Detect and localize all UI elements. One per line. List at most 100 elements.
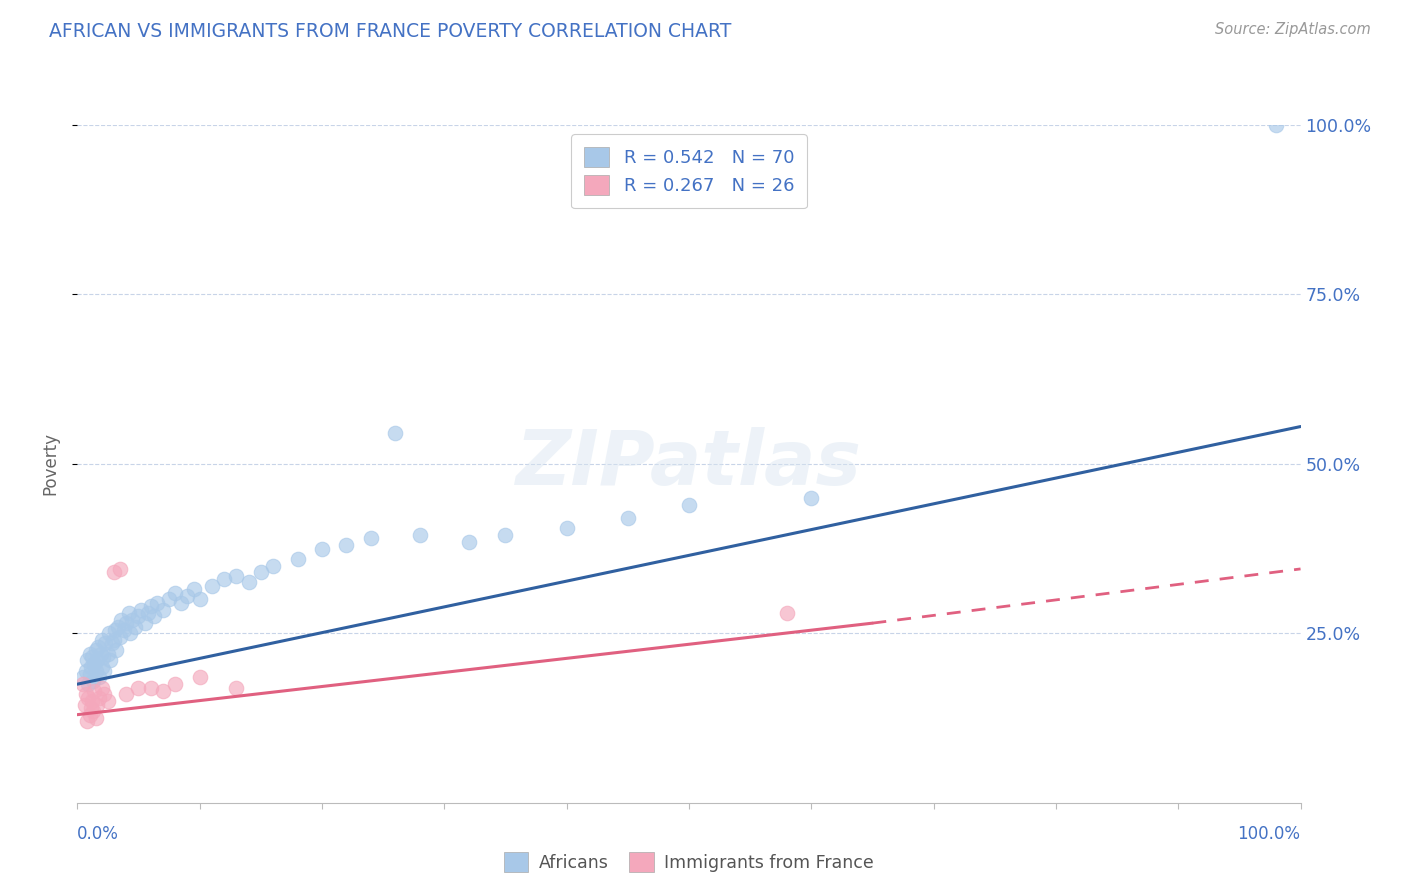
- Point: [287, 551, 309, 566]
- Point: [87, 640, 110, 654]
- Point: [157, 592, 180, 607]
- Point: [176, 589, 198, 603]
- Point: [97, 647, 120, 661]
- Point: [225, 568, 247, 582]
- Point: [72, 677, 94, 691]
- Point: [311, 541, 333, 556]
- Point: [108, 630, 131, 644]
- Point: [335, 538, 357, 552]
- Point: [201, 579, 224, 593]
- Point: [98, 653, 121, 667]
- Point: [238, 575, 260, 590]
- Point: [115, 616, 138, 631]
- Point: [457, 534, 479, 549]
- Point: [79, 707, 101, 722]
- Point: [165, 585, 187, 599]
- Point: [75, 687, 97, 701]
- Point: [1265, 118, 1288, 132]
- Point: [112, 623, 135, 637]
- Point: [124, 619, 146, 633]
- Point: [84, 711, 107, 725]
- Point: [121, 613, 143, 627]
- Point: [72, 670, 94, 684]
- Point: [91, 650, 114, 665]
- Point: [225, 681, 247, 695]
- Point: [146, 596, 169, 610]
- Point: [90, 660, 112, 674]
- Point: [82, 704, 104, 718]
- Point: [555, 521, 578, 535]
- Point: [82, 673, 104, 688]
- Point: [93, 664, 115, 678]
- Point: [98, 626, 121, 640]
- Point: [84, 643, 107, 657]
- Legend: Africans, Immigrants from France: Africans, Immigrants from France: [498, 845, 880, 879]
- Point: [108, 562, 131, 576]
- Y-axis label: Poverty: Poverty: [41, 433, 59, 495]
- Point: [77, 690, 100, 705]
- Point: [86, 653, 108, 667]
- Point: [250, 566, 273, 580]
- Point: [617, 511, 640, 525]
- Point: [139, 599, 162, 614]
- Text: AFRICAN VS IMMIGRANTS FROM FRANCE POVERTY CORRELATION CHART: AFRICAN VS IMMIGRANTS FROM FRANCE POVERT…: [49, 22, 731, 41]
- Point: [83, 684, 105, 698]
- Point: [409, 528, 432, 542]
- Point: [360, 532, 382, 546]
- Point: [73, 698, 96, 712]
- Point: [94, 636, 117, 650]
- Point: [110, 613, 132, 627]
- Text: 0.0%: 0.0%: [77, 825, 120, 843]
- Point: [90, 681, 112, 695]
- Text: Source: ZipAtlas.com: Source: ZipAtlas.com: [1215, 22, 1371, 37]
- Point: [76, 653, 98, 667]
- Point: [128, 609, 150, 624]
- Point: [80, 650, 103, 665]
- Point: [262, 558, 284, 573]
- Point: [105, 643, 128, 657]
- Point: [170, 596, 193, 610]
- Point: [165, 677, 187, 691]
- Point: [212, 572, 235, 586]
- Point: [80, 660, 103, 674]
- Point: [86, 698, 108, 712]
- Point: [104, 623, 127, 637]
- Point: [136, 606, 159, 620]
- Point: [90, 647, 112, 661]
- Text: 100.0%: 100.0%: [1237, 825, 1301, 843]
- Point: [384, 426, 406, 441]
- Point: [79, 667, 101, 681]
- Point: [118, 606, 141, 620]
- Point: [76, 714, 98, 729]
- Point: [89, 670, 111, 684]
- Point: [90, 633, 112, 648]
- Text: ZIPatlas: ZIPatlas: [516, 427, 862, 500]
- Point: [89, 690, 111, 705]
- Point: [79, 647, 101, 661]
- Point: [183, 582, 205, 597]
- Point: [134, 616, 156, 631]
- Point: [188, 670, 211, 684]
- Point: [128, 681, 150, 695]
- Point: [103, 633, 125, 648]
- Point: [495, 528, 517, 542]
- Point: [152, 602, 174, 616]
- Point: [93, 687, 115, 701]
- Point: [143, 609, 166, 624]
- Point: [83, 657, 105, 671]
- Point: [152, 684, 174, 698]
- Point: [188, 592, 211, 607]
- Point: [97, 694, 120, 708]
- Point: [115, 687, 138, 701]
- Point: [77, 677, 100, 691]
- Point: [80, 701, 103, 715]
- Point: [139, 681, 162, 695]
- Point: [107, 619, 129, 633]
- Point: [100, 636, 122, 650]
- Point: [80, 694, 103, 708]
- Point: [84, 664, 107, 678]
- Point: [118, 626, 141, 640]
- Point: [75, 664, 97, 678]
- Point: [103, 566, 125, 580]
- Legend: R = 0.542   N = 70, R = 0.267   N = 26: R = 0.542 N = 70, R = 0.267 N = 26: [571, 134, 807, 208]
